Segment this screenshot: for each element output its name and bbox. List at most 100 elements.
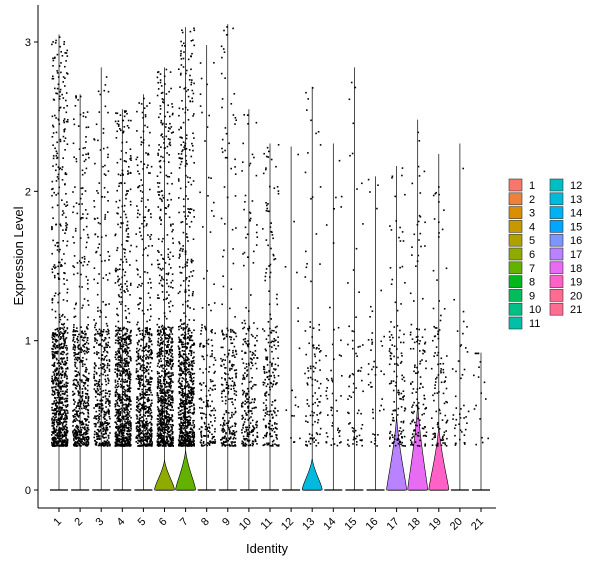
- point-4: [128, 390, 131, 393]
- point-3: [98, 435, 101, 437]
- point-1: [52, 345, 54, 347]
- point-6: [158, 193, 160, 196]
- point-4: [130, 428, 132, 430]
- point-5: [140, 365, 143, 368]
- point-1: [66, 442, 69, 444]
- point-1: [58, 367, 61, 370]
- point-2: [87, 342, 90, 345]
- point-1: [51, 417, 53, 420]
- point-5: [151, 357, 153, 360]
- point-2: [81, 398, 84, 400]
- point-6: [157, 152, 159, 155]
- point-6: [159, 423, 162, 426]
- point-6: [161, 334, 164, 336]
- point-7: [187, 394, 189, 397]
- point-4: [129, 374, 131, 376]
- point-4: [122, 334, 124, 337]
- point-4: [126, 347, 129, 349]
- point-6: [159, 431, 162, 433]
- point-1: [64, 390, 67, 393]
- point-2: [86, 233, 89, 236]
- point-2: [81, 400, 84, 402]
- point-7: [184, 425, 187, 427]
- point-7: [191, 434, 194, 437]
- point-6: [162, 441, 165, 443]
- point-6: [171, 427, 173, 429]
- point-2: [77, 415, 79, 417]
- point-2: [80, 347, 82, 349]
- point-3: [106, 410, 109, 413]
- point-5: [141, 430, 144, 432]
- point-6: [171, 425, 173, 428]
- point-4: [124, 415, 127, 418]
- point-5: [141, 439, 143, 442]
- point-4: [116, 112, 119, 115]
- point-6: [165, 93, 168, 95]
- point-5: [150, 216, 152, 219]
- point-6: [157, 263, 159, 266]
- point-2: [81, 203, 83, 205]
- point-5: [138, 303, 140, 306]
- point-4: [123, 434, 125, 437]
- point-6: [167, 248, 170, 250]
- point-6: [167, 360, 169, 363]
- point-5: [139, 417, 142, 420]
- point-6: [168, 445, 171, 447]
- point-2: [76, 272, 79, 275]
- point-5: [139, 427, 141, 430]
- point-1: [54, 414, 57, 416]
- point-4: [127, 414, 129, 416]
- point-6: [161, 136, 164, 138]
- point-7: [180, 40, 182, 43]
- point-4: [119, 264, 121, 266]
- point-4: [118, 364, 121, 366]
- point-5: [140, 338, 142, 341]
- point-5: [146, 328, 149, 330]
- point-1: [57, 394, 60, 396]
- point-6: [171, 345, 173, 347]
- point-7: [179, 255, 181, 257]
- point-1: [52, 415, 55, 418]
- point-6: [164, 336, 167, 339]
- point-6: [171, 279, 174, 282]
- point-1: [65, 438, 67, 440]
- point-2: [87, 316, 89, 319]
- point-5: [137, 382, 140, 385]
- point-4: [119, 327, 122, 330]
- point-4: [117, 340, 120, 342]
- point-1: [63, 130, 66, 133]
- point-1: [60, 382, 62, 384]
- point-6: [162, 397, 165, 399]
- point-6: [156, 365, 159, 367]
- point-5: [139, 437, 141, 440]
- point-6: [171, 428, 173, 431]
- point-6: [156, 356, 159, 358]
- point-3: [103, 433, 105, 435]
- point-2: [88, 260, 90, 263]
- point-7: [178, 392, 181, 395]
- point-7: [178, 379, 180, 381]
- point-2: [83, 400, 86, 402]
- point-4: [115, 442, 117, 445]
- point-3: [104, 214, 107, 216]
- point-6: [168, 192, 171, 195]
- point-4: [116, 374, 119, 377]
- point-7: [188, 432, 190, 434]
- point-7: [183, 357, 185, 360]
- point-3: [99, 391, 102, 394]
- point-5: [139, 424, 141, 427]
- point-6: [160, 404, 162, 407]
- point-5: [137, 355, 140, 357]
- point-5: [149, 421, 152, 424]
- point-2: [73, 123, 76, 126]
- point-6: [171, 106, 174, 108]
- point-3: [100, 329, 103, 332]
- point-7: [193, 137, 195, 139]
- point-3: [93, 319, 95, 321]
- point-4: [120, 303, 122, 305]
- point-3: [106, 351, 109, 354]
- point-4: [122, 261, 124, 263]
- point-6: [170, 372, 172, 374]
- point-2: [81, 426, 84, 429]
- point-5: [138, 297, 141, 299]
